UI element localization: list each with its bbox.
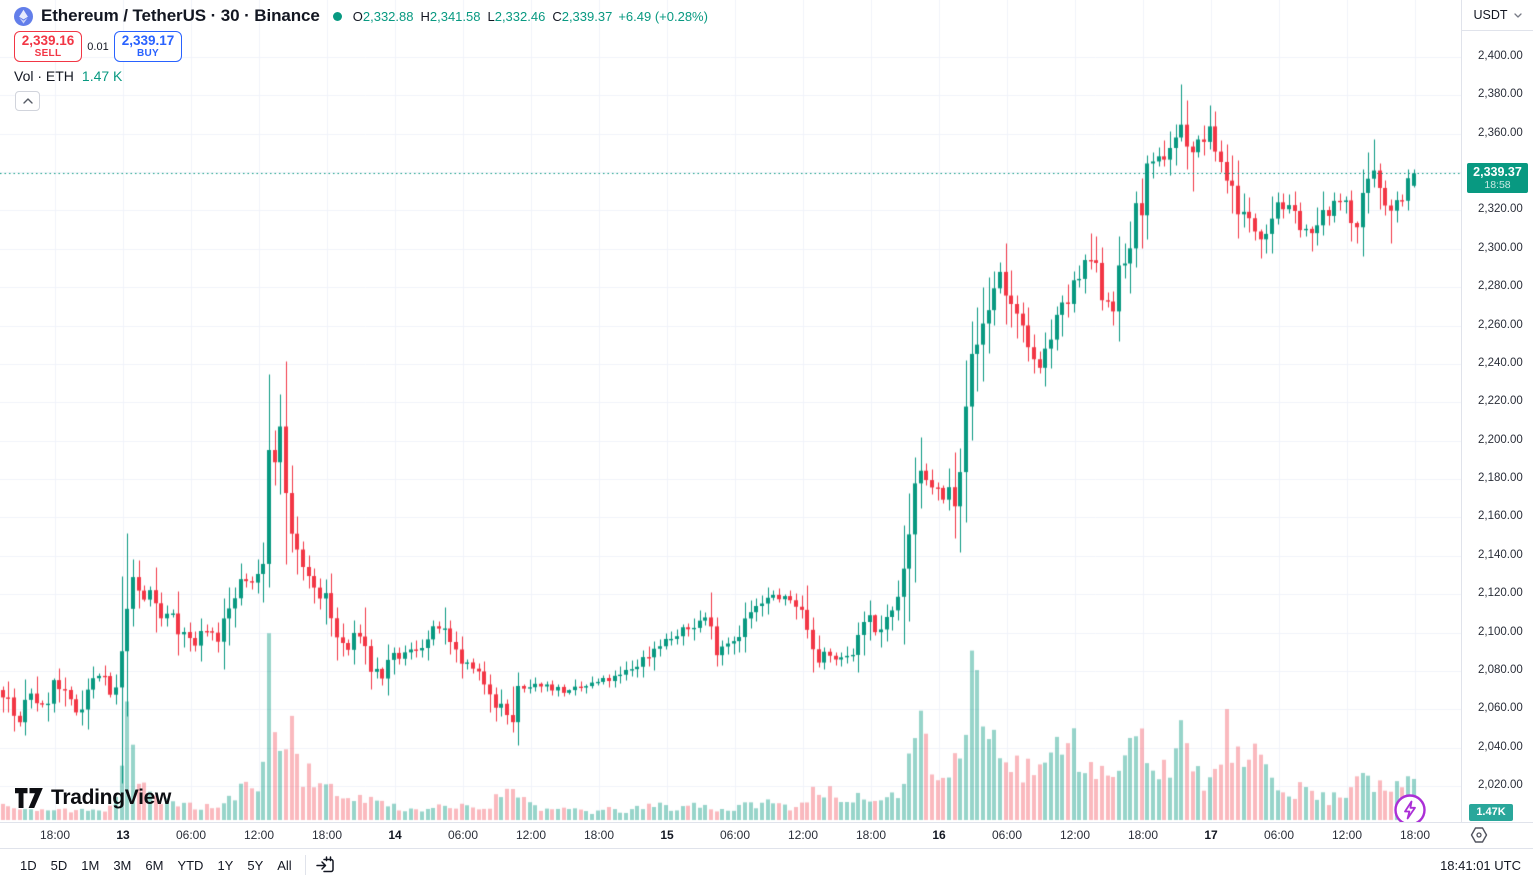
price-tick-label: 2,400.00 <box>1478 50 1523 62</box>
time-axis-label: 14 <box>388 828 402 842</box>
close-label: C <box>552 8 562 24</box>
date-range-switcher: 1D 5D 1M 3M 6M YTD 1Y 5Y All <box>13 855 299 876</box>
price-tick-label: 2,360.00 <box>1478 126 1523 139</box>
symbol-header: Ethereum / TetherUS · 30 · Binance O2,33… <box>14 6 708 26</box>
open-label: O <box>352 8 363 24</box>
last-price-badge: 2,339.37 18:58 <box>1467 162 1528 193</box>
price-tick-label: 2,280.00 <box>1478 280 1523 293</box>
price-tick-label: 2,120.00 <box>1478 587 1523 600</box>
axis-settings-icon[interactable] <box>1469 826 1489 844</box>
price-tick-label: 2,240.00 <box>1478 356 1523 369</box>
trade-widget: 2,339.16 SELL 0.01 2,339.17 BUY <box>14 31 182 62</box>
bottom-toolbar: 1D 5D 1M 3M 6M YTD 1Y 5Y All 18:41:01 UTC <box>0 848 1533 881</box>
sell-label: SELL <box>34 47 62 59</box>
price-tick-label: 2,220.00 <box>1478 395 1523 408</box>
time-axis-label: 15 <box>660 828 674 842</box>
volume-readout[interactable]: Vol · ETH 1.47 K <box>14 68 122 84</box>
buy-label: BUY <box>136 47 159 59</box>
price-tick-label: 2,320.00 <box>1478 203 1523 216</box>
time-axis-label: 06:00 <box>1263 828 1295 842</box>
open-value: 2,332.88 <box>362 8 414 24</box>
time-axis-label: 18:00 <box>1399 828 1431 842</box>
time-axis-label: 06:00 <box>719 828 751 842</box>
range-button-1m[interactable]: 1M <box>81 857 100 873</box>
price-tick-label: 2,160.00 <box>1478 510 1523 523</box>
utc-clock[interactable]: 18:41:01 UTC <box>1440 857 1521 873</box>
sell-price: 2,339.16 <box>21 32 75 48</box>
price-tick-label: 2,260.00 <box>1478 318 1523 331</box>
last-price-value: 2,339.37 <box>1473 164 1522 179</box>
market-status-dot[interactable] <box>332 11 342 21</box>
price-tick-label: 2,040.00 <box>1478 740 1523 753</box>
volume-study-label: Vol · ETH <box>14 68 74 84</box>
range-button-ytd[interactable]: YTD <box>177 857 204 873</box>
close-value: 2,339.37 <box>561 8 613 24</box>
symbol-title[interactable]: Ethereum / TetherUS · 30 · Binance <box>41 6 320 25</box>
price-tick-label: 2,100.00 <box>1478 625 1523 638</box>
price-tick-label: 2,060.00 <box>1478 702 1523 715</box>
time-axis-label: 12:00 <box>787 828 819 842</box>
time-axis-label: 12:00 <box>243 828 275 842</box>
tradingview-logo-mark-icon <box>15 788 43 808</box>
chevron-down-icon <box>1513 12 1522 18</box>
price-tick-label: 2,020.00 <box>1478 779 1523 791</box>
low-value: 2,332.46 <box>494 8 546 24</box>
chevron-up-icon <box>22 98 33 104</box>
go-to-date-button[interactable] <box>314 854 338 876</box>
range-button-5d[interactable]: 5D <box>50 857 68 873</box>
time-axis-label: 06:00 <box>447 828 479 842</box>
last-price-time: 18:58 <box>1484 178 1511 191</box>
range-button-5y[interactable]: 5Y <box>247 857 264 873</box>
range-button-1d[interactable]: 1D <box>20 857 37 873</box>
price-tick-label: 2,200.00 <box>1478 433 1523 446</box>
time-axis-label: 18:00 <box>1127 828 1159 842</box>
time-axis-label: 18:00 <box>311 828 343 842</box>
time-axis-label: 06:00 <box>991 828 1023 842</box>
range-button-6m[interactable]: 6M <box>145 857 164 873</box>
calendar-arrow-icon <box>315 856 334 873</box>
volume-study-value: 1.47 K <box>81 68 123 84</box>
spread-value: 0.01 <box>87 40 109 53</box>
collapse-pane-button[interactable] <box>15 91 40 111</box>
price-axis[interactable]: USDT 2,400.002,380.002,360.002,340.002,3… <box>1461 0 1533 848</box>
price-tick-label: 2,140.00 <box>1478 548 1523 561</box>
low-label: L <box>487 8 495 24</box>
price-tick-label: 2,080.00 <box>1478 663 1523 676</box>
tradingview-logo[interactable]: TradingView <box>14 786 171 810</box>
range-button-all[interactable]: All <box>277 857 292 873</box>
toolbar-divider <box>304 855 306 875</box>
price-chart-canvas[interactable] <box>0 0 1461 822</box>
price-tick-label: 2,180.00 <box>1478 472 1523 485</box>
price-tick-label: 2,300.00 <box>1478 241 1523 254</box>
time-axis[interactable]: 18:00 13 06:00 12:00 18:00 14 06:00 12:00 18:00 1… <box>0 822 1533 848</box>
buy-button[interactable]: 2,339.17 BUY <box>114 31 182 62</box>
range-button-1y[interactable]: 1Y <box>217 857 234 873</box>
ethereum-icon <box>14 6 33 26</box>
time-axis-label: 06:00 <box>175 828 207 842</box>
change-value: +6.49 (+0.28%) <box>618 8 708 24</box>
time-axis-label: 17 <box>1204 828 1218 842</box>
currency-button[interactable]: USDT <box>1462 0 1533 31</box>
time-axis-label: 12:00 <box>515 828 547 842</box>
tradingview-logo-text: TradingView <box>51 786 172 809</box>
high-value: 2,341.58 <box>429 8 481 24</box>
chart-pane: Ethereum / TetherUS · 30 · Binance O2,33… <box>0 0 1461 826</box>
currency-label: USDT <box>1473 8 1508 22</box>
time-axis-label: 12:00 <box>1331 828 1363 842</box>
time-axis-label: 18:00 <box>583 828 615 842</box>
time-axis-label: 13 <box>116 828 130 842</box>
buy-price: 2,339.17 <box>121 32 175 48</box>
ohlc-readout: O2,332.88 H2,341.58 L2,332.46 C2,339.37 +6.4… <box>353 9 708 24</box>
range-button-3m[interactable]: 3M <box>113 857 132 873</box>
sell-button[interactable]: 2,339.16 SELL <box>14 31 82 62</box>
high-label: H <box>420 8 430 24</box>
time-axis-label: 16 <box>932 828 946 842</box>
time-axis-label: 18:00 <box>855 828 887 842</box>
volume-axis-badge: 1.47K <box>1469 804 1513 821</box>
time-axis-label: 18:00 <box>39 828 71 842</box>
price-tick-label: 2,380.00 <box>1478 88 1523 101</box>
time-axis-label: 12:00 <box>1059 828 1091 842</box>
